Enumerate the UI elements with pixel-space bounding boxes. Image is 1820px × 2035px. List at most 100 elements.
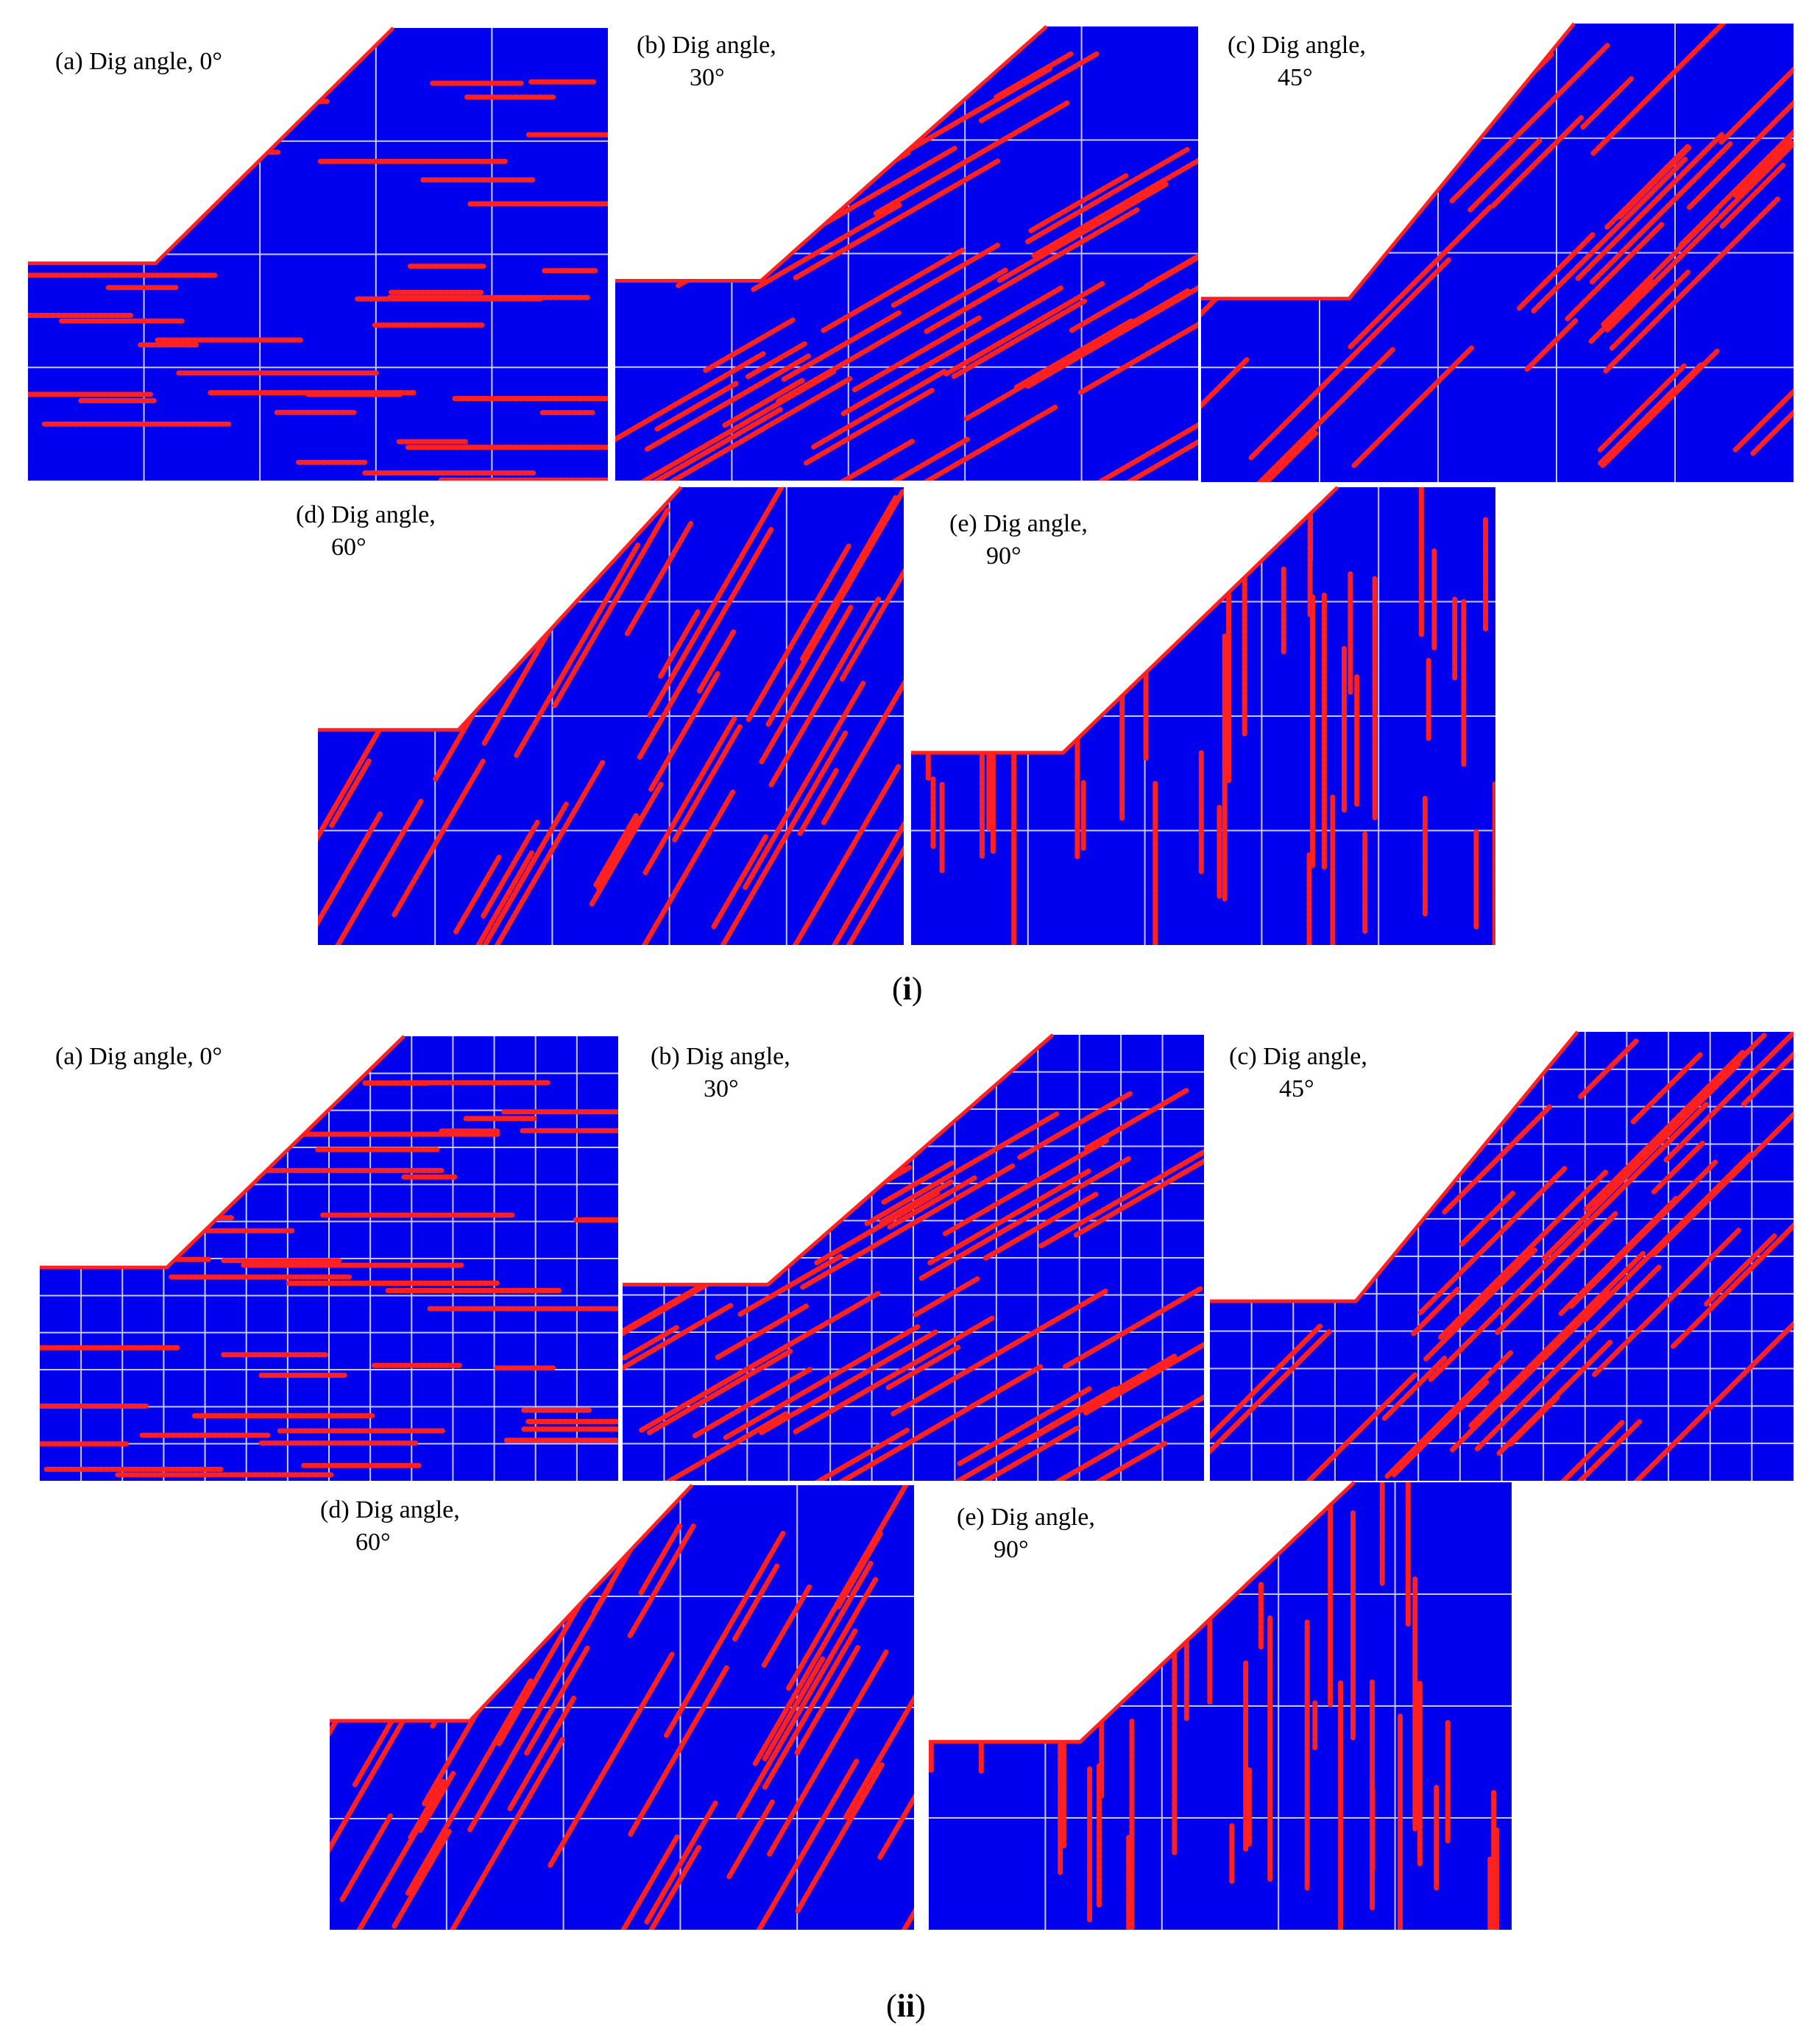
joint	[1547, 1102, 1709, 1264]
panel-label-line1: (d) Dig angle,	[296, 501, 436, 528]
joint	[1630, 1052, 1703, 1125]
joint	[820, 403, 1060, 481]
joint	[1568, 1158, 1719, 1309]
joint	[1631, 1319, 1794, 1481]
joint	[1578, 1038, 1639, 1100]
joint	[1582, 1150, 1755, 1323]
joint	[759, 604, 854, 765]
joint	[339, 1813, 393, 1903]
joint	[723, 1323, 922, 1440]
joint	[1013, 318, 1134, 390]
joint	[1562, 1419, 1643, 1481]
joint	[623, 1410, 790, 1481]
joint	[392, 1828, 452, 1929]
joint	[1042, 1440, 1167, 1481]
joint	[1083, 1087, 1190, 1151]
joint	[890, 242, 1000, 308]
joint	[1593, 1033, 1767, 1206]
joint	[548, 1652, 675, 1868]
joint	[1474, 1264, 1662, 1451]
joint	[615, 376, 853, 481]
joint	[746, 543, 851, 723]
joint	[1248, 257, 1451, 461]
joint	[347, 1798, 437, 1930]
panel-i-b-diagram	[615, 25, 1198, 481]
panel-ii-e-label: (e) Dig angle, 90°	[957, 1501, 1095, 1566]
joint	[950, 1353, 1178, 1481]
joint	[1063, 1286, 1203, 1370]
joint	[330, 1716, 408, 1919]
joint	[1603, 197, 1780, 374]
joint	[952, 298, 1088, 379]
panel-ii-a-diagram	[40, 1035, 618, 1481]
joint	[982, 1192, 1099, 1261]
joint	[1524, 317, 1579, 372]
joint	[318, 696, 400, 930]
joint	[737, 1253, 843, 1317]
joint	[877, 1791, 914, 1860]
panel-i-a-diagram	[28, 26, 608, 481]
panel-ii-d-diagram	[330, 1484, 914, 1930]
panel-label-line1: (d) Dig angle,	[320, 1496, 460, 1523]
joint	[786, 1485, 914, 1691]
joint	[918, 1155, 1133, 1281]
joint	[400, 1639, 446, 1714]
joint	[1438, 1169, 1609, 1340]
joint	[431, 850, 534, 945]
joint	[642, 716, 737, 876]
joint	[732, 1563, 780, 1642]
joint	[1210, 1114, 1261, 1174]
joint	[588, 1834, 680, 1930]
slope-surface	[28, 26, 395, 266]
panel-label-line1: (c) Dig angle,	[1229, 1043, 1367, 1070]
joint	[1317, 177, 1402, 262]
joint	[864, 1111, 1060, 1226]
panel-label-line1: (a) Dig angle, 0°	[55, 1043, 222, 1070]
joint	[943, 280, 1107, 377]
joint	[1490, 115, 1584, 209]
panel-label-line2: 90°	[994, 1536, 1029, 1564]
slope-surface	[911, 486, 1339, 755]
joint	[462, 1544, 512, 1627]
panel-ii-d-label: (d) Dig angle, 60°	[320, 1494, 460, 1559]
joint	[804, 386, 936, 466]
joint	[1411, 1287, 1461, 1337]
joint	[639, 1291, 881, 1433]
joint	[1069, 191, 1198, 333]
panel-i-a-label: (a) Dig angle, 0°	[55, 46, 222, 78]
panel-i-d-label: (d) Dig angle, 60°	[296, 499, 436, 564]
joint	[1070, 397, 1198, 481]
joint	[811, 368, 948, 450]
panel-label-line2: 60°	[331, 534, 367, 562]
joint	[843, 1653, 914, 1820]
joint	[1256, 430, 1319, 482]
slope-surface	[623, 1033, 1055, 1287]
joint	[1449, 43, 1610, 204]
joint	[692, 1367, 812, 1439]
panel-ii-a-label: (a) Dig angle, 0°	[55, 1041, 222, 1073]
joint	[1601, 209, 1719, 328]
joint	[1381, 1356, 1448, 1421]
joint	[842, 436, 970, 481]
joint	[664, 1529, 787, 1738]
joint	[777, 1089, 869, 1144]
joint	[318, 798, 425, 945]
panel-label-line1: (b) Dig angle,	[637, 32, 776, 59]
joint	[507, 1695, 577, 1811]
joint	[514, 542, 641, 758]
panel-label-line2: 60°	[355, 1529, 391, 1557]
joint	[1732, 331, 1794, 453]
joint	[626, 107, 854, 241]
joint	[1201, 356, 1250, 436]
joint	[1670, 1167, 1794, 1349]
joint	[1459, 1190, 1515, 1247]
joint	[1504, 1419, 1626, 1481]
joint	[996, 181, 1169, 283]
panel-label-line1: (b) Dig angle,	[651, 1043, 790, 1070]
joint	[722, 378, 805, 428]
joint	[405, 1677, 534, 1896]
joint	[1583, 1049, 1746, 1212]
joint	[1423, 1247, 1537, 1362]
joint	[761, 1584, 812, 1668]
joint	[392, 758, 486, 918]
